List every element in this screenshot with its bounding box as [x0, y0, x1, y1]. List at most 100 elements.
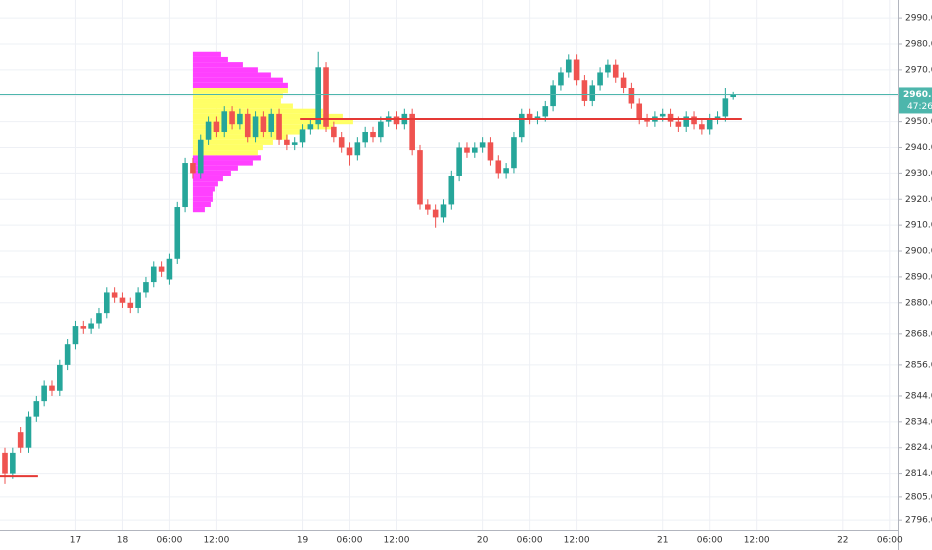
candle-body — [33, 401, 40, 417]
candle-body — [103, 292, 110, 314]
candle-body — [699, 124, 705, 130]
y-tick-label: 2970.00 — [905, 65, 932, 75]
candle-body — [620, 77, 627, 88]
candle-body — [362, 131, 368, 143]
candle-body — [370, 131, 376, 138]
x-tick-label: 12:00 — [384, 536, 410, 546]
x-tick-label: 06:00 — [877, 536, 903, 546]
y-tick-label: 2834.00 — [905, 417, 932, 427]
candle-body — [25, 416, 32, 448]
candle-body — [229, 111, 235, 125]
candle-body — [589, 85, 596, 101]
profile-row — [192, 175, 223, 182]
candle-body — [479, 142, 486, 148]
candle-body — [17, 432, 24, 448]
candle-body — [299, 129, 306, 143]
y-tick-label: 2814.00 — [905, 469, 932, 479]
y-tick-label: 2940.00 — [905, 143, 932, 153]
candle-body — [284, 139, 290, 145]
overlay — [0, 93, 898, 478]
x-tick-label: 17 — [70, 536, 81, 546]
y-tick-label: 2930.00 — [905, 169, 932, 179]
y-tick-label: 2950.00 — [905, 117, 932, 127]
candle-body — [190, 163, 196, 174]
profile-row — [192, 113, 343, 120]
candle-body — [338, 137, 345, 148]
candle-body — [10, 452, 16, 474]
x-tick-label: 12:00 — [744, 536, 770, 546]
candle-body — [276, 113, 282, 140]
candle-body — [213, 121, 220, 132]
x-tick-label: 19 — [297, 536, 309, 546]
profile-row — [192, 62, 243, 68]
candle-body — [706, 119, 713, 130]
profile-row — [192, 207, 205, 213]
candle-body — [49, 385, 55, 391]
x-tick-label: 12:00 — [564, 536, 590, 546]
candle-body — [111, 292, 118, 298]
candle-body — [472, 147, 478, 153]
candle-body — [158, 266, 165, 272]
candle-body — [221, 111, 228, 132]
profile-row — [192, 98, 281, 104]
profile-row — [192, 56, 228, 63]
candle-body — [487, 142, 494, 161]
candle-body — [72, 326, 79, 345]
x-tick-label: 06:00 — [337, 536, 363, 546]
candle-body — [597, 72, 603, 86]
candle-body — [612, 64, 619, 78]
candle-body — [730, 94, 736, 98]
candle-body — [659, 113, 666, 117]
candle-body — [425, 204, 431, 210]
candle-body — [534, 116, 541, 120]
y-tick-label: 2796.00 — [905, 516, 932, 526]
x-tick-label: 06:00 — [697, 536, 723, 546]
y-tick-label: 2868.00 — [905, 329, 932, 339]
candle-body — [409, 113, 415, 151]
y-tick-label: 2856.00 — [905, 360, 932, 370]
y-tick-label: 2880.00 — [905, 298, 932, 308]
profile-row — [192, 181, 218, 187]
y-tick-label: 2890.00 — [905, 272, 932, 282]
profile-row — [192, 139, 273, 145]
last-price-label: 2960.50 — [903, 90, 932, 100]
candle-body — [252, 116, 259, 138]
candles — [2, 51, 736, 484]
x-tick-label: 18 — [117, 536, 129, 546]
profile-row — [192, 82, 288, 88]
candle-body — [605, 64, 611, 73]
x-tick-label: 20 — [477, 536, 489, 546]
candle-body — [291, 142, 298, 145]
candle-body — [691, 116, 697, 125]
candle-body — [565, 59, 572, 73]
candle-body — [96, 313, 102, 324]
y-tick-label: 2824.00 — [905, 443, 932, 453]
x-tick-label: 06:00 — [156, 536, 182, 546]
candle-body — [503, 168, 509, 174]
candle-body — [41, 385, 47, 402]
x-tick-label: 21 — [657, 536, 668, 546]
profile-row — [192, 196, 213, 202]
profile-row — [192, 144, 263, 151]
candle-body — [237, 113, 243, 125]
candle-body — [448, 175, 455, 205]
profile-row — [192, 191, 213, 197]
candle-body — [260, 116, 267, 132]
y-tick-label: 2900.00 — [905, 247, 932, 257]
countdown-label: 47:26 — [907, 102, 932, 112]
candle-body — [166, 258, 173, 280]
candle-body — [323, 67, 329, 127]
candle-body — [2, 452, 8, 474]
profile-row — [192, 87, 288, 94]
candle-body — [558, 72, 564, 86]
candle-body — [675, 121, 682, 127]
candle-body — [182, 163, 188, 208]
candle-body — [526, 113, 533, 120]
profile-row — [192, 165, 238, 171]
candle-body — [511, 137, 517, 169]
candle-body — [197, 139, 204, 174]
candle-body — [714, 116, 721, 120]
y-tick-label: 2805.00 — [905, 492, 932, 502]
